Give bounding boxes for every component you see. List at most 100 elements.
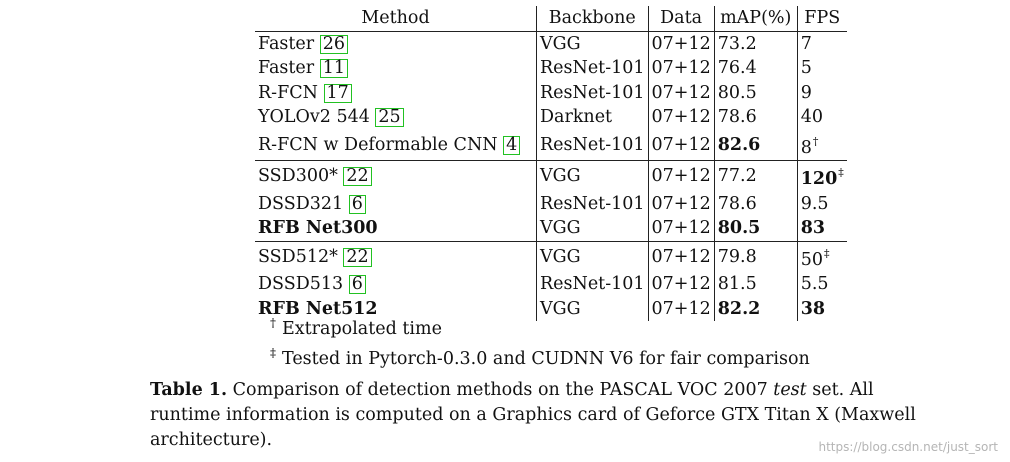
cell-method: R-FCN 17 [255,80,537,105]
cell-backbone: ResNet-101 [536,272,649,297]
cell-map: 78.6 [714,105,798,130]
cell-method: DSSD513 6 [255,272,537,297]
table-row: Faster 26 VGG 07+12 73.2 7 [255,31,847,56]
cell-data: 07+12 [648,160,715,192]
footnote-dagger: † Extrapolated time [270,311,810,341]
citation-link[interactable]: 17 [323,83,352,103]
cell-map-value: 76.4 [717,58,757,78]
caption-label: Table 1. [150,380,228,400]
cell-data: 07+12 [648,296,715,321]
citation-link[interactable]: 11 [319,59,348,78]
cell-fps-value: 9.5 [800,193,829,214]
footnote-mark: ‡ [838,166,844,179]
cell-fps-value: 8 [800,137,812,158]
cell-data: 07+12 [648,240,715,272]
footnote-ddagger: ‡ Tested in Pytorch-0.3.0 and CUDNN V6 fo… [270,341,810,371]
table-row: DSSD513 6 ResNet-101 07+12 81.5 5.5 [255,272,847,297]
citation-link[interactable]: 6 [348,194,366,214]
method-name: RFB Net300 [258,218,378,238]
cell-data: 07+12 [648,80,715,105]
cell-map: 81.5 [714,272,798,297]
cell-method: RFB Net300 [255,216,537,241]
cell-data-value: 07+12 [651,58,711,78]
table-footnotes: † Extrapolated time ‡ Tested in Pytorch-0.… [270,311,810,371]
cell-backbone-value: ResNet-101 [540,193,645,214]
cell-backbone: VGG [536,240,649,272]
footnote-mark: † [812,134,819,148]
cell-data: 07+12 [648,216,715,241]
table-row: RFB Net512 VGG 07+12 82.2 38 [255,296,847,322]
cell-method: YOLOv2 544 25 [255,105,537,130]
cell-map: 76.4 [714,56,798,81]
cell-data: 07+12 [648,272,715,297]
cell-fps-value: 38 [800,298,826,319]
cell-backbone-value: ResNet-101 [540,58,645,78]
cell-map: 82.2 [714,296,798,321]
cell-fps: 83 [797,216,847,241]
cell-fps-value: 5.5 [800,274,829,294]
cell-fps-value: 7 [800,33,812,54]
cell-backbone-value: ResNet-101 [540,134,645,155]
citation-link[interactable]: 22 [343,167,372,186]
method-name: SSD512* [258,246,344,267]
cell-backbone-value: VGG [540,33,581,54]
cell-fps-value: 40 [800,107,824,127]
results-table: Method Backbone Data mAP(%) FPS Faster 2… [255,6,847,321]
cell-data-value: 07+12 [651,134,711,155]
cell-fps-value: 120 [800,169,838,189]
cell-fps: 9.5 [797,192,847,217]
cell-map-value: 77.2 [717,166,757,186]
cell-map-value: 80.5 [717,82,757,103]
cell-fps: 8† [797,130,847,161]
dagger-symbol: † [270,316,276,330]
method-name: DSSD321 [258,193,349,214]
citation-link[interactable]: 22 [343,247,372,267]
header-backbone: Backbone [536,6,649,32]
cell-map: 78.6 [714,191,798,216]
cell-data: 07+12 [648,56,715,81]
cell-fps-value: 9 [800,82,812,103]
cell-data-value: 07+12 [651,107,711,127]
header-method: Method [255,6,537,32]
citation-link[interactable]: 26 [319,34,348,54]
footnote-dagger-text: Extrapolated time [282,319,442,339]
cell-data-value: 07+12 [651,298,711,319]
method-name: R-FCN [258,82,324,103]
table-row: DSSD321 6 ResNet-101 07+12 78.6 9.5 [255,191,847,217]
cell-fps: 38 [797,297,847,322]
cell-backbone: VGG [536,160,649,192]
cell-backbone: ResNet-101 [536,129,649,161]
header-fps: FPS [797,6,847,32]
cell-backbone-value: ResNet-101 [540,274,645,294]
cell-map: 80.5 [714,216,798,241]
citation-link[interactable]: 25 [375,108,404,127]
citation-link[interactable]: 6 [348,275,366,294]
cell-data-value: 07+12 [651,274,711,294]
citation-link[interactable]: 4 [503,135,521,155]
cell-backbone: Darknet [536,105,649,130]
table-row: SSD512* 22 VGG 07+12 79.8 50‡ [255,240,847,272]
cell-backbone: VGG [536,216,649,241]
cell-map-value: 82.2 [717,298,761,319]
cell-method: RFB Net512 [255,296,537,321]
cell-fps: 9 [797,81,847,106]
cell-method: Faster 26 [255,31,537,56]
results-table-container: Method Backbone Data mAP(%) FPS Faster 2… [255,6,847,321]
cell-map: 73.2 [714,31,798,56]
ddagger-symbol: ‡ [270,346,276,360]
cell-fps-value: 5 [800,58,812,78]
cell-fps: 120‡ [797,160,847,192]
cell-backbone: VGG [536,296,649,321]
cell-map-value: 73.2 [717,33,757,54]
cell-backbone-value: ResNet-101 [540,82,645,103]
cell-fps: 40 [797,105,847,130]
cell-backbone-value: VGG [540,166,581,186]
cell-map-value: 81.5 [717,274,757,294]
method-name: Faster [258,58,320,78]
cell-method: R-FCN w Deformable CNN 4 [255,129,537,161]
cell-method: SSD300* 22 [255,160,537,192]
table-row: RFB Net300 VGG 07+12 80.5 83 [255,216,847,241]
table-row: Faster 11 ResNet-101 07+12 76.4 5 [255,56,847,81]
cell-method: Faster 11 [255,56,537,81]
method-name: YOLOv2 544 [258,107,376,127]
